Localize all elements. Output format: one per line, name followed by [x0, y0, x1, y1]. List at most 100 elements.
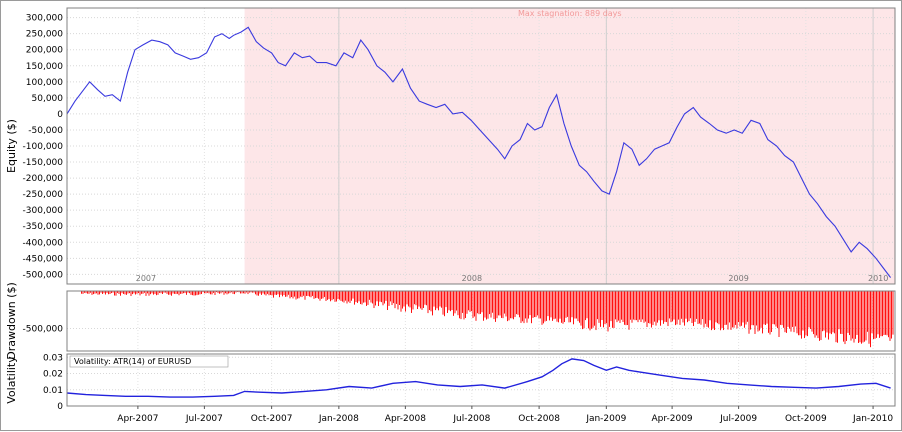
equity-ytick-label: -350,000 [23, 222, 64, 232]
drawdown-bar [795, 291, 796, 327]
drawdown-bar [469, 291, 471, 312]
drawdown-bar [115, 291, 117, 296]
drawdown-bar [634, 291, 636, 321]
drawdown-bar [475, 291, 477, 321]
drawdown-bar [345, 291, 346, 301]
drawdown-bar [559, 291, 561, 319]
drawdown-bar [730, 291, 732, 330]
drawdown-bar [805, 291, 807, 336]
drawdown-bar [493, 291, 495, 320]
drawdown-bar [100, 291, 102, 293]
drawdown-bar [133, 291, 135, 294]
drawdown-bar [793, 291, 795, 333]
drawdown-bar [418, 291, 420, 307]
drawdown-bar [636, 291, 637, 321]
drawdown-bar [792, 291, 793, 327]
drawdown-bar [378, 291, 379, 307]
drawdown-bar [198, 291, 199, 295]
drawdown-bar [196, 291, 198, 296]
drawdown-bar [670, 291, 672, 323]
drawdown-bar [330, 291, 331, 302]
drawdown-bar [403, 291, 405, 307]
drawdown-bar [406, 291, 408, 305]
drawdown-bar [448, 291, 450, 311]
equity-ytick-label: -400,000 [23, 238, 64, 248]
equity-ytick-label: -150,000 [23, 158, 64, 168]
drawdown-bar [393, 291, 394, 304]
drawdown-bar [870, 291, 871, 348]
volatility-ytick-label: 0.01 [43, 386, 63, 396]
drawdown-bar [646, 291, 648, 328]
drawdown-bar [303, 291, 304, 296]
drawdown-bar [388, 291, 390, 306]
drawdown-bar [700, 291, 702, 325]
drawdown-bar [306, 291, 307, 296]
drawdown-bar [291, 291, 292, 297]
drawdown-bar [856, 291, 858, 335]
drawdown-bar [679, 291, 681, 325]
drawdown-bar [834, 291, 835, 334]
drawdown-bar [789, 291, 790, 329]
drawdown-bar [156, 291, 157, 296]
drawdown-bar [201, 291, 202, 295]
volatility-axis-label: Volatility [5, 356, 18, 404]
drawdown-bar [822, 291, 823, 332]
drawdown-bar [423, 291, 424, 308]
drawdown-bar [526, 291, 528, 323]
x-tick-label: Jul-2007 [185, 414, 223, 424]
drawdown-bar [664, 291, 666, 322]
drawdown-bar [741, 291, 742, 326]
drawdown-bar [417, 291, 418, 310]
x-tick-label: Oct-2008 [518, 414, 560, 424]
drawdown-ytick-label: -500,000 [23, 325, 64, 335]
drawdown-bar [690, 291, 691, 319]
drawdown-bar [631, 291, 633, 323]
drawdown-bar [405, 291, 406, 312]
drawdown-bar [510, 291, 511, 319]
drawdown-bar [736, 291, 738, 329]
drawdown-bar [594, 291, 595, 326]
drawdown-bar [235, 291, 237, 293]
drawdown-bar [130, 291, 132, 297]
drawdown-bar [591, 291, 592, 329]
drawdown-bar [687, 291, 688, 323]
drawdown-bar [456, 291, 457, 311]
drawdown-bar [225, 291, 226, 294]
drawdown-bar [355, 291, 357, 303]
drawdown-bar [154, 291, 156, 294]
x-tick-label: Apr-2009 [652, 414, 693, 424]
drawdown-bar [175, 291, 177, 295]
drawdown-bar [129, 291, 130, 294]
drawdown-bar [178, 291, 180, 296]
drawdown-bar [754, 291, 756, 334]
volatility-legend-box [69, 355, 229, 368]
drawdown-bar [492, 291, 493, 313]
drawdown-bar [658, 291, 660, 321]
drawdown-bar [532, 291, 534, 318]
drawdown-bar [373, 291, 375, 309]
drawdown-bar [336, 291, 337, 302]
equity-panel-border [66, 7, 896, 285]
drawdown-bar [807, 291, 808, 337]
drawdown-bar [252, 291, 253, 293]
drawdown-bar [223, 291, 225, 295]
drawdown-bar [715, 291, 717, 323]
drawdown-bar [351, 291, 352, 301]
drawdown-bar [301, 291, 303, 298]
drawdown-bar [783, 291, 784, 328]
drawdown-bar [126, 291, 127, 295]
drawdown-bar [798, 291, 799, 336]
drawdown-bar [880, 291, 882, 337]
drawdown-axis-label: Drawdown ($) [5, 282, 18, 360]
drawdown-bar [802, 291, 804, 331]
drawdown-bar [606, 291, 607, 324]
drawdown-bar [408, 291, 409, 307]
drawdown-bar [372, 291, 373, 304]
drawdown-bar [592, 291, 594, 328]
drawdown-bar [108, 291, 109, 295]
drawdown-bar [459, 291, 460, 319]
drawdown-bar [744, 291, 745, 328]
drawdown-bar [339, 291, 340, 300]
drawdown-bar [310, 291, 312, 298]
